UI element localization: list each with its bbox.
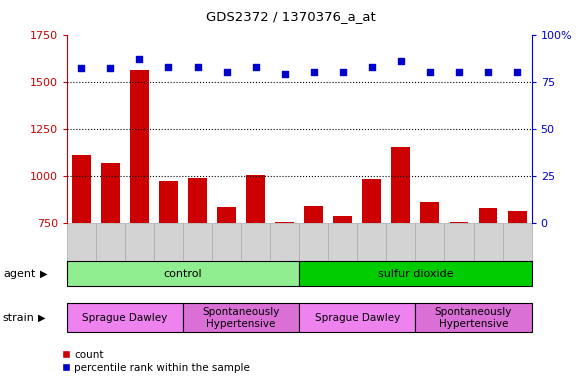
Bar [508, 212, 526, 223]
Text: Spontaneously
Hypertensive: Spontaneously Hypertensive [202, 307, 280, 329]
Point [338, 69, 347, 75]
Point [135, 56, 144, 62]
Point [222, 69, 231, 75]
FancyBboxPatch shape [212, 223, 241, 275]
FancyBboxPatch shape [270, 223, 299, 275]
Bar [101, 162, 120, 223]
Point [309, 69, 318, 75]
FancyBboxPatch shape [357, 223, 386, 275]
FancyBboxPatch shape [125, 223, 154, 275]
Text: ▶: ▶ [38, 313, 45, 323]
Point [425, 69, 435, 75]
Text: sulfur dioxide: sulfur dioxide [378, 268, 453, 279]
FancyBboxPatch shape [96, 223, 125, 275]
Bar [450, 222, 468, 223]
Point [396, 58, 406, 64]
Text: Spontaneously
Hypertensive: Spontaneously Hypertensive [435, 307, 512, 329]
Legend: count, percentile rank within the sample: count, percentile rank within the sample [58, 346, 254, 377]
FancyBboxPatch shape [444, 223, 474, 275]
Bar [72, 155, 91, 223]
FancyBboxPatch shape [67, 223, 96, 275]
Text: Sprague Dawley: Sprague Dawley [83, 313, 167, 323]
Point [251, 63, 260, 70]
Bar [333, 216, 352, 223]
Text: agent: agent [3, 268, 35, 279]
Text: GDS2372 / 1370376_a_at: GDS2372 / 1370376_a_at [206, 10, 375, 23]
Point [193, 63, 202, 70]
Point [454, 69, 464, 75]
Point [106, 65, 115, 71]
FancyBboxPatch shape [241, 223, 270, 275]
FancyBboxPatch shape [154, 223, 183, 275]
Bar [304, 206, 323, 223]
FancyBboxPatch shape [386, 223, 415, 275]
Bar [159, 181, 178, 223]
Bar [217, 207, 236, 223]
Bar [246, 175, 265, 223]
Point [164, 63, 173, 70]
Point [280, 71, 289, 77]
Text: strain: strain [3, 313, 35, 323]
FancyBboxPatch shape [183, 223, 212, 275]
Text: Sprague Dawley: Sprague Dawley [315, 313, 400, 323]
Text: ▶: ▶ [40, 268, 47, 279]
Point [367, 63, 376, 70]
Point [77, 65, 86, 71]
FancyBboxPatch shape [328, 223, 357, 275]
Bar [363, 179, 381, 223]
Point [512, 69, 522, 75]
Point [483, 69, 493, 75]
FancyBboxPatch shape [415, 223, 444, 275]
FancyBboxPatch shape [299, 223, 328, 275]
Bar [392, 147, 410, 223]
Text: control: control [164, 268, 202, 279]
Bar [130, 70, 149, 223]
Bar [188, 177, 207, 223]
Bar [421, 202, 439, 223]
Bar [275, 222, 294, 223]
FancyBboxPatch shape [474, 223, 503, 275]
Bar [479, 208, 497, 223]
FancyBboxPatch shape [503, 223, 532, 275]
